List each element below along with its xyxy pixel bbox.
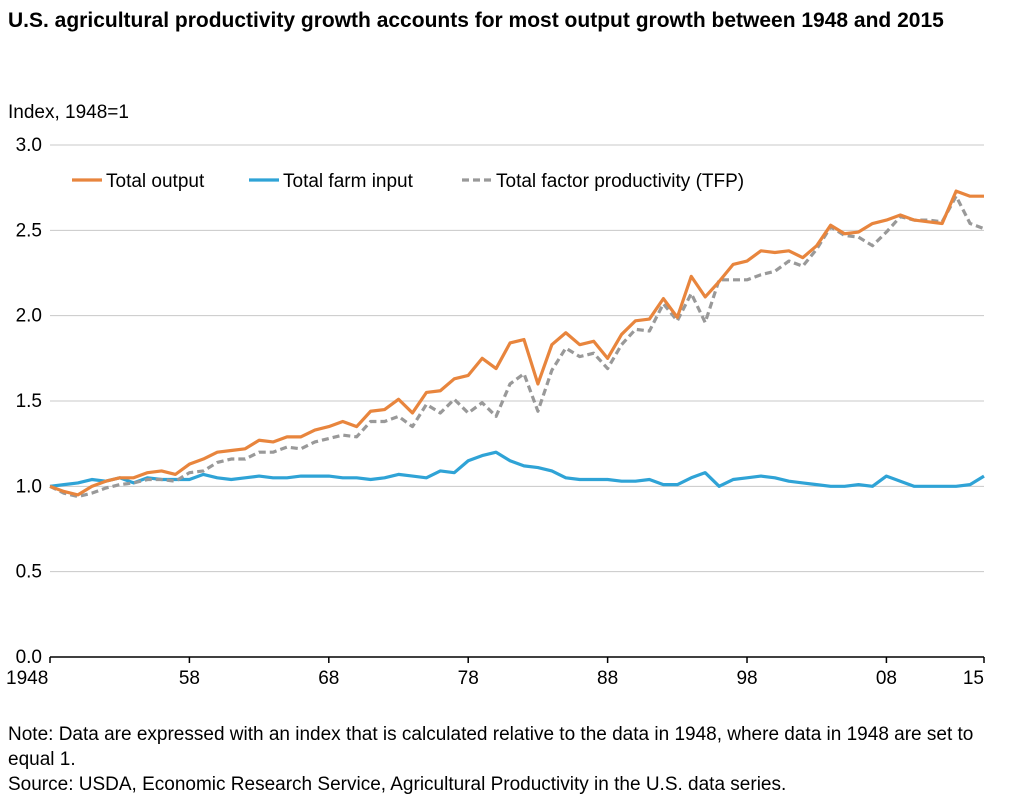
chart-note: Note: Data are expressed with an index t… (8, 724, 974, 770)
y-tick-label: 0.0 (16, 647, 42, 668)
y-tick-label: 2.0 (16, 306, 42, 327)
gridlines (50, 144, 984, 573)
chart-footer: Note: Data are expressed with an index t… (8, 722, 1018, 797)
chart-title: U.S. agricultural productivity growth ac… (8, 9, 944, 32)
y-tick-label: 3.0 (16, 135, 42, 156)
y-tick-label: 1.0 (16, 476, 42, 497)
series-lines (49, 189, 985, 499)
legend: Total output Total farm input Total factor… (72, 171, 744, 192)
x-tick-label: 68 (318, 668, 339, 689)
legend-label: Total factor productivity (TFP) (496, 171, 744, 192)
x-axis: 1948 58 68 78 88 98 08 15 (6, 656, 985, 689)
chart-source: Source: USDA, Economic Research Service,… (8, 774, 787, 795)
x-tick-label: 88 (597, 668, 618, 689)
series-line-total-output (49, 189, 984, 497)
series-line-total-farm-input (49, 450, 985, 488)
series-line-total-factor-productivity-tfp (49, 194, 985, 499)
line-chart: 0.0 0.5 1.0 1.5 2.0 2.5 3.0 1948 58 68 78 88 98 08 15… (6, 135, 985, 689)
x-tick-label: 78 (458, 668, 479, 689)
y-tick-label: 1.5 (16, 391, 42, 412)
y-axis-ticks: 0.0 0.5 1.0 1.5 2.0 2.5 3.0 (16, 135, 42, 668)
x-tick-label: 15 (963, 668, 984, 689)
y-axis-label: Index, 1948=1 (8, 102, 129, 123)
x-tick-label: 1948 (6, 668, 48, 689)
y-tick-label: 0.5 (16, 562, 42, 583)
legend-label: Total farm input (283, 171, 414, 192)
legend-label: Total output (106, 171, 205, 192)
x-tick-label: 98 (736, 668, 757, 689)
x-tick-label: 08 (876, 668, 897, 689)
x-tick-label: 58 (179, 668, 200, 689)
y-tick-label: 2.5 (16, 220, 42, 241)
